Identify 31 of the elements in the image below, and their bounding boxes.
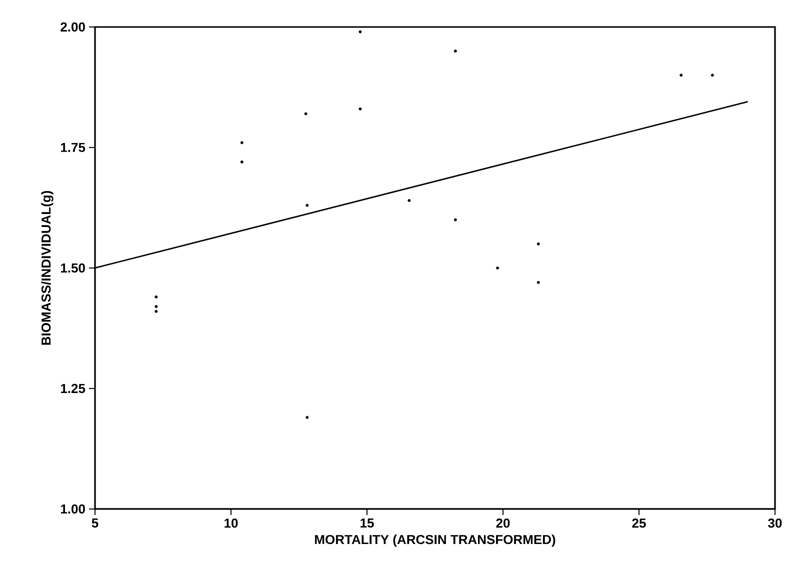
x-tick-label: 30	[768, 518, 782, 528]
point	[358, 30, 362, 34]
point	[496, 266, 500, 270]
point	[454, 218, 457, 222]
point	[454, 50, 457, 53]
x-tick-label: 25	[632, 518, 646, 528]
point	[240, 141, 244, 144]
y-tick-label: 1.00	[60, 504, 85, 514]
point	[306, 416, 309, 419]
point	[154, 310, 158, 313]
point	[536, 242, 540, 246]
x-tick-label: 10	[224, 518, 238, 528]
y-tick-label: 1.25	[60, 384, 86, 394]
point	[154, 295, 158, 298]
point	[536, 280, 540, 284]
y-tick-label: 2.00	[60, 22, 85, 32]
y-axis-title: BIOMASS/INDIVIDUAL(g)	[41, 191, 54, 345]
x-axis-title: MORTALITY (ARCSIN TRANSFORMED)	[315, 534, 556, 547]
point	[306, 204, 309, 207]
x-tick-label: 5	[92, 518, 98, 528]
point	[154, 305, 158, 308]
y-tick-label: 1.50	[60, 263, 85, 273]
point	[358, 107, 362, 110]
x-tick-label: 15	[360, 518, 374, 528]
y-tick-label: 1.75	[60, 142, 86, 152]
point	[680, 74, 683, 77]
x-tick-label: 20	[496, 518, 510, 528]
point	[710, 74, 714, 77]
point	[240, 160, 244, 164]
point	[408, 199, 411, 202]
point	[304, 112, 308, 116]
